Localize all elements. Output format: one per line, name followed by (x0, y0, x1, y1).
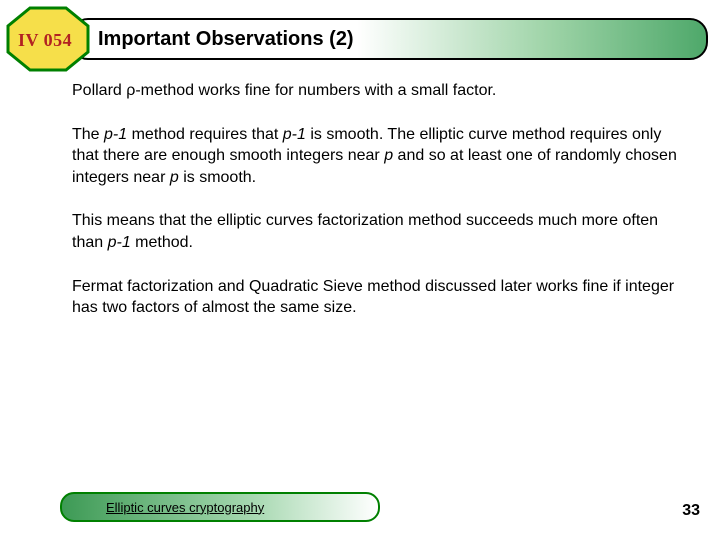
footer-label: Elliptic curves cryptography (106, 500, 264, 515)
paragraph-1: Pollard ρ-method works fine for numbers … (72, 80, 680, 102)
footer-bar: Elliptic curves cryptography (60, 492, 380, 522)
course-badge: IV 054 (6, 6, 90, 72)
slide-content: Pollard ρ-method works fine for numbers … (72, 80, 680, 341)
paragraph-2: The p-1 method requires that p-1 is smoo… (72, 124, 680, 189)
paragraph-3: This means that the elliptic curves fact… (72, 210, 680, 253)
paragraph-4: Fermat factorization and Quadratic Sieve… (72, 276, 680, 319)
title-bar: Important Observations (2) (70, 18, 708, 60)
slide-title: Important Observations (2) (98, 28, 354, 51)
badge-code: IV 054 (18, 30, 72, 51)
page-number: 33 (682, 502, 700, 520)
